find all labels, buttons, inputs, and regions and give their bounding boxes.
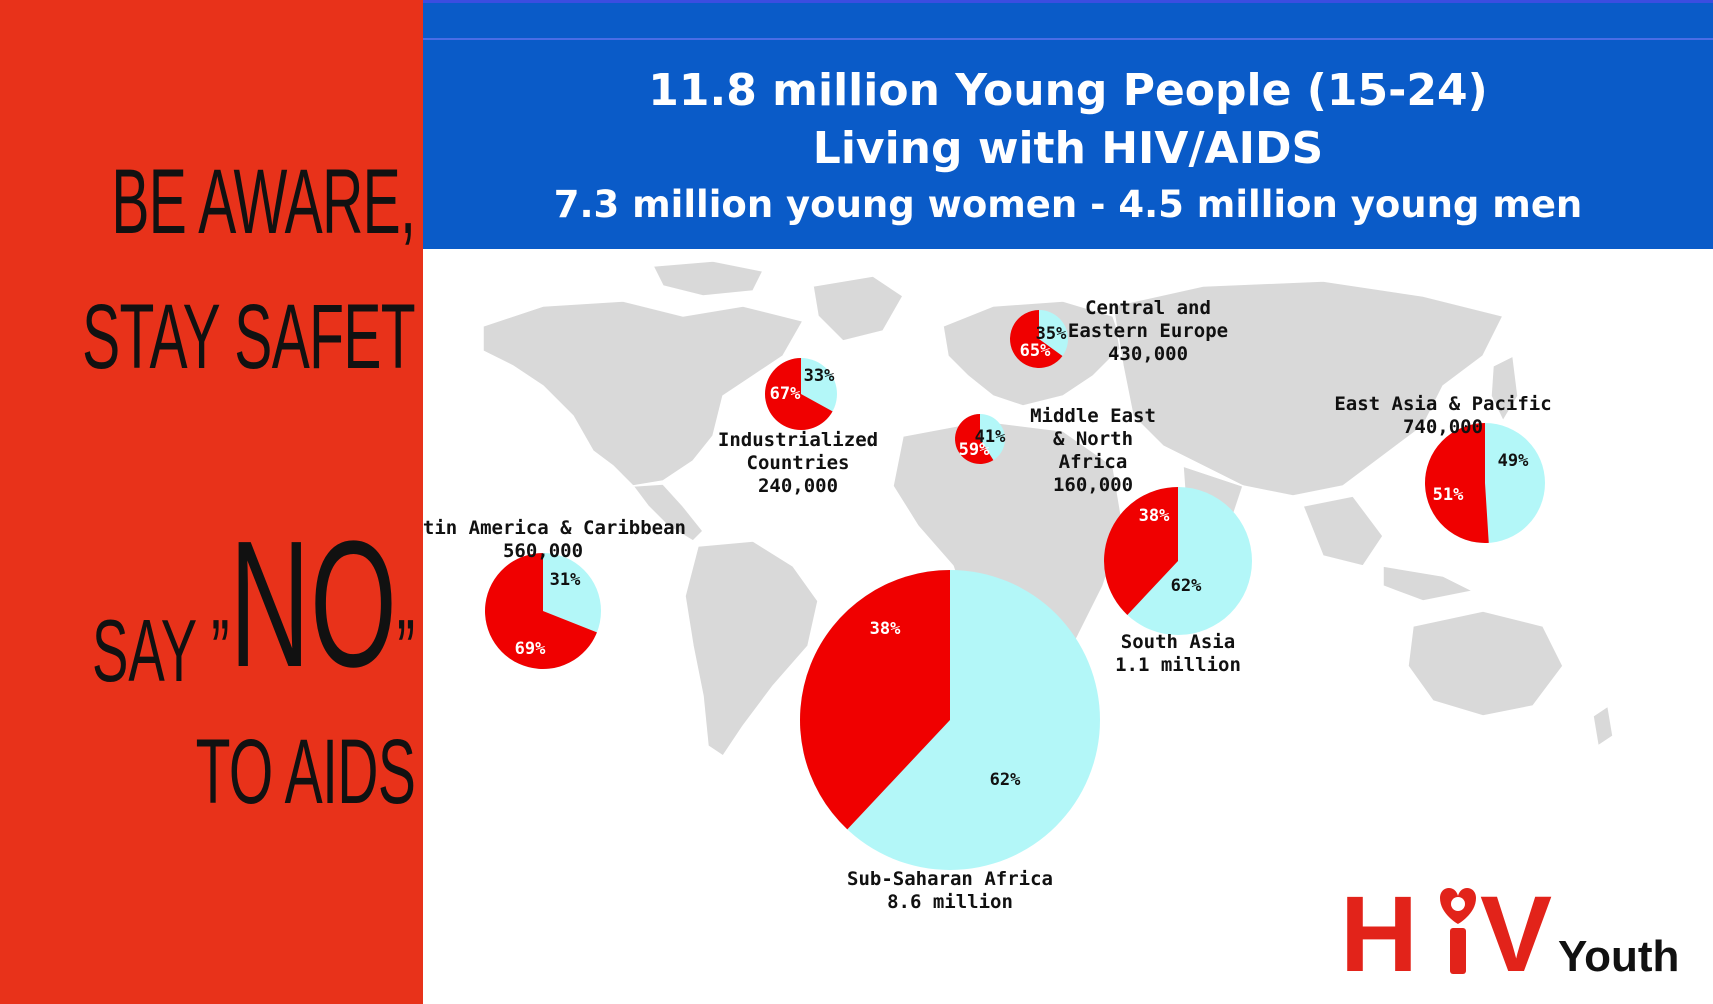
slogan-line-to-aids: TO AIDS (195, 721, 415, 823)
women-percent-label: 65% (1020, 341, 1051, 361)
chart-canvas: 65%35%Central and Eastern Europe 430,00067… (423, 260, 1614, 913)
region-pie-5: 38% 62% South Asia 1.1 million (1104, 487, 1252, 676)
region-pie-0: 65%35%Central and Eastern Europe 430,000 (1009, 297, 1228, 368)
men-percent-label: 62% (990, 770, 1021, 790)
region-label-line: 740,000 (1403, 416, 1483, 438)
pie-slice-women (765, 358, 833, 430)
region-label-line: 160,000 (1053, 474, 1133, 496)
slogan-banner: BE AWARE, STAY SAFET SAY ”NO” TO AIDS (0, 0, 423, 1004)
heart-person-icon (1440, 887, 1476, 974)
slogan-line-be-aware: BE AWARE, (111, 151, 416, 253)
region-pie-1: 67%33% Industrialized Countries 240,000 (718, 358, 878, 497)
chart-subtitle: 7.3 million young women - 4.5 million yo… (553, 183, 1583, 226)
region-pie-6: 38% 62% Sub-Saharan Africa 8.6 million (800, 570, 1100, 913)
region-label: Sub-Saharan Africa 8.6 million (847, 868, 1053, 913)
hiv-youth-logo: H V Youth (1340, 876, 1680, 986)
region-label-line: Central and (1085, 297, 1211, 319)
region-label-line: Industrialized (718, 429, 878, 451)
logo-letter-v: V (1480, 876, 1552, 986)
region-label-line: South Asia (1121, 631, 1235, 653)
region-label: Middle East & North Africa 160,000 (1030, 405, 1156, 496)
region-label-line: 8.6 million (887, 891, 1013, 913)
pie-slice-women (800, 570, 950, 830)
women-percent-label: 38% (870, 619, 901, 639)
slogan-say: SAY ” (91, 601, 230, 700)
region-pie-2: 59%41% Middle East & North Africa 160,000 (955, 405, 1156, 496)
region-label-line: Africa (1059, 451, 1128, 473)
pie-slice-women (1104, 487, 1178, 615)
region-pie-4: 69% 31% Latin America & Caribbean 560,000 (423, 517, 686, 669)
women-percent-label: 69% (515, 639, 546, 659)
men-percent-label: 31% (550, 570, 581, 590)
pie-slice-women (485, 553, 597, 669)
men-percent-label: 49% (1498, 451, 1529, 471)
slogan-close-quote: ” (396, 601, 415, 700)
region-pies: 65%35%Central and Eastern Europe 430,00067… (423, 297, 1552, 913)
world-map-chart: 65% 35% Central and Eastern Europe 430,000 67… (423, 246, 1713, 1004)
region-label-line: Latin America & Caribbean (423, 517, 686, 539)
region-label-line: & North (1053, 428, 1133, 450)
region-label-line: Eastern Europe (1068, 320, 1228, 342)
women-percent-label: 59% (959, 440, 990, 460)
region-label-line: 430,000 (1108, 343, 1188, 365)
region-label-line: East Asia & Pacific (1334, 393, 1551, 415)
pie-slice-women (1425, 423, 1489, 543)
region-label: Industrialized Countries 240,000 (718, 429, 878, 497)
slogan-line-say-no: SAY ”NO” (92, 515, 415, 695)
slogan-no: NO (229, 504, 397, 705)
hiv-youth-logo-graphic: H V Youth (1340, 876, 1679, 986)
region-label: Latin America & Caribbean 560,000 (423, 517, 686, 562)
chart-header: 11.8 million Young People (15-24) Living… (423, 0, 1713, 249)
region-pie-3: 51% 49% East Asia & Pacific 740,000 (1334, 393, 1552, 543)
region-label-line: Sub-Saharan Africa (847, 868, 1053, 890)
women-percent-label: 67% (770, 384, 801, 404)
world-map-land (482, 260, 1614, 758)
region-label: Central and Eastern Europe 430,000 (1068, 297, 1228, 365)
women-percent-label: 38% (1139, 506, 1170, 526)
men-percent-label: 62% (1171, 576, 1202, 596)
region-label-line: 560,000 (503, 540, 583, 562)
header-divider (423, 38, 1713, 40)
slogan-line-stay-safe: STAY SAFET (82, 286, 416, 388)
region-label-line: Middle East (1030, 405, 1156, 427)
region-label-line: 1.1 million (1115, 654, 1241, 676)
logo-word-youth: Youth (1558, 932, 1679, 981)
women-percent-label: 51% (1433, 485, 1464, 505)
pie-slice-women (1009, 310, 1063, 368)
region-label: South Asia 1.1 million (1115, 631, 1241, 676)
region-label-line: 240,000 (758, 475, 838, 497)
logo-letter-h: H (1340, 876, 1418, 986)
chart-title-line-1: 11.8 million Young People (15-24) (648, 65, 1488, 116)
region-label: East Asia & Pacific 740,000 (1334, 393, 1551, 438)
region-label-line: Countries (747, 452, 850, 474)
men-percent-label: 33% (804, 366, 835, 386)
chart-title-line-2: Living with HIV/AIDS (812, 123, 1324, 174)
men-percent-label: 41% (975, 427, 1006, 447)
pie-slice-women (955, 414, 994, 464)
men-percent-label: 35% (1036, 324, 1067, 344)
